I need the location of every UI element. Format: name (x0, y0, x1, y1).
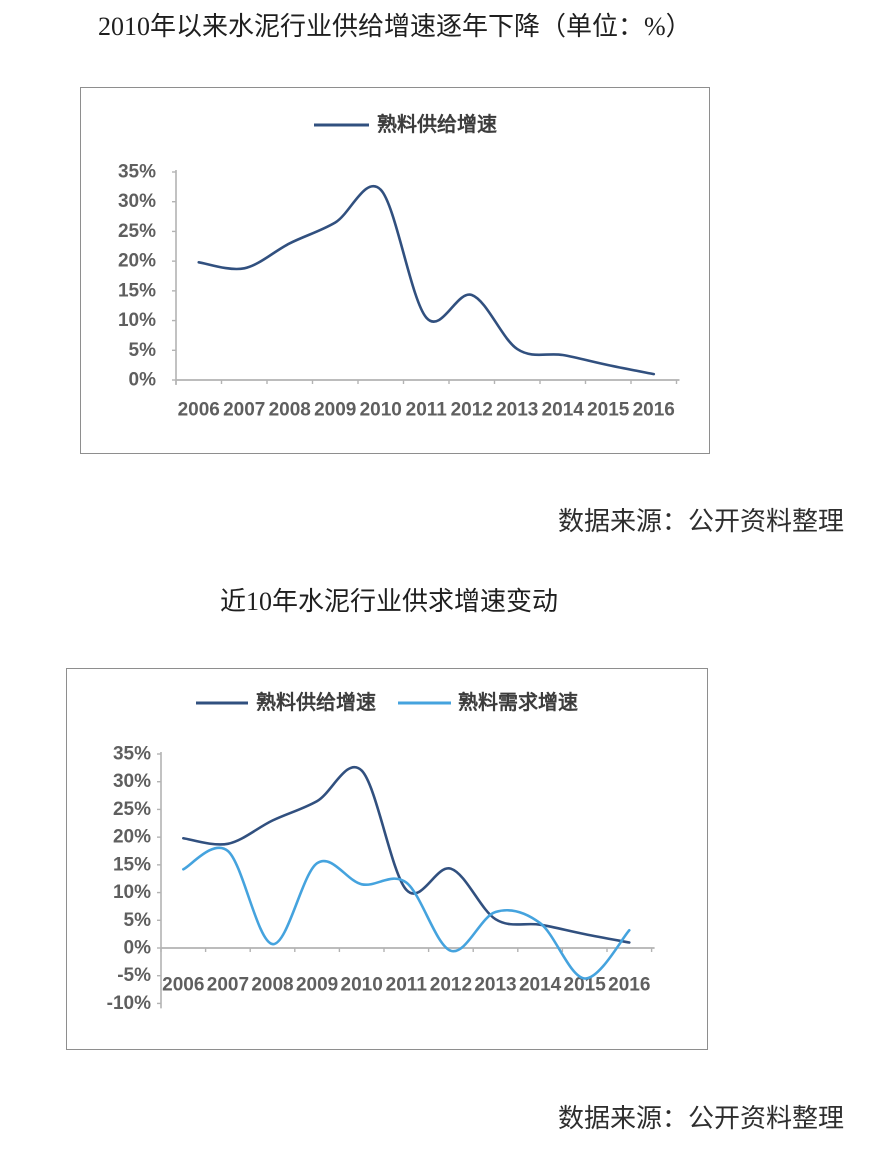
x-tick-label: 2008 (251, 975, 293, 996)
x-tick-label: 2008 (269, 400, 311, 421)
series-line-1 (182, 766, 631, 944)
x-tick-label: 2014 (542, 400, 585, 421)
chart2-canvas: 熟料供给增速 熟料需求增速 -10% -5% 0% 5% 10% 15% 20% 25% 30% 35… (107, 690, 655, 1014)
x-tick-label: 2015 (587, 400, 630, 421)
y-tick-label: 20% (118, 251, 156, 272)
chart2-panel: 熟料供给增速 熟料需求增速 -10% -5% 0% 5% 10% 15% 20% 25% 30% 35… (66, 668, 708, 1050)
y-tick-label: 20% (113, 827, 151, 848)
x-tick-label: 2016 (608, 975, 650, 996)
y-tick-label: 0% (124, 938, 152, 959)
y-tick-label: 30% (113, 771, 151, 792)
x-tick-label: 2013 (496, 400, 538, 421)
legend-label-1: 熟料供给增速 (377, 112, 497, 136)
x-tick-label: 2010 (360, 400, 402, 421)
x-tick-label: 2006 (178, 400, 220, 421)
x-tick-label: 2012 (451, 400, 493, 421)
y-tick-label: 25% (113, 799, 151, 820)
y-tick-label: 30% (118, 191, 156, 212)
x-tick-label: 2014 (519, 975, 562, 996)
y-tick-label: 15% (118, 280, 156, 301)
y-tick-label: 10% (118, 310, 156, 331)
legend-label-1: 熟料供给增速 (256, 690, 376, 714)
x-tick-label: 2015 (564, 975, 607, 996)
y-tick-label: 10% (113, 882, 151, 903)
series-line-1 (197, 184, 656, 376)
x-tick-label: 2007 (207, 975, 249, 996)
series-line-2 (182, 846, 631, 980)
y-tick-label: 0% (129, 370, 157, 391)
chart1-panel: 熟料供给增速 0% 5% 10% 15% 20% 25% 30% 35% 2006 2007 2008… (80, 87, 710, 454)
figure2-title: 近10年水泥行业供求增速变动 (220, 587, 559, 616)
y-tick-label: 35% (113, 743, 151, 764)
x-tick-label: 2007 (223, 400, 265, 421)
x-tick-label: 2009 (296, 975, 338, 996)
y-tick-label: -5% (117, 965, 151, 986)
x-tick-label: 2009 (314, 400, 356, 421)
y-tick-label: 5% (124, 910, 152, 931)
x-tick-label: 2011 (406, 400, 448, 421)
x-tick-label: 2016 (633, 400, 675, 421)
legend-label-2: 熟料需求增速 (458, 690, 578, 714)
x-tick-label: 2013 (474, 975, 516, 996)
x-tick-label: 2006 (162, 975, 204, 996)
y-tick-label: 15% (113, 854, 151, 875)
figure1-source: 数据来源：公开资料整理 (557, 507, 844, 536)
y-tick-label: 25% (118, 221, 156, 242)
y-tick-label: 5% (129, 340, 157, 361)
x-tick-label: 2011 (386, 975, 428, 996)
figure1-title: 2010年以来水泥行业供给增速逐年下降（单位：%） (98, 12, 692, 41)
y-tick-label: -10% (107, 993, 151, 1014)
figure2-source: 数据来源：公开资料整理 (557, 1104, 844, 1133)
y-tick-label: 35% (118, 161, 156, 182)
x-tick-label: 2012 (430, 975, 472, 996)
chart1-canvas: 熟料供给增速 0% 5% 10% 15% 20% 25% 30% 35% 2006 2007 2008… (118, 112, 680, 421)
x-tick-label: 2010 (341, 975, 383, 996)
